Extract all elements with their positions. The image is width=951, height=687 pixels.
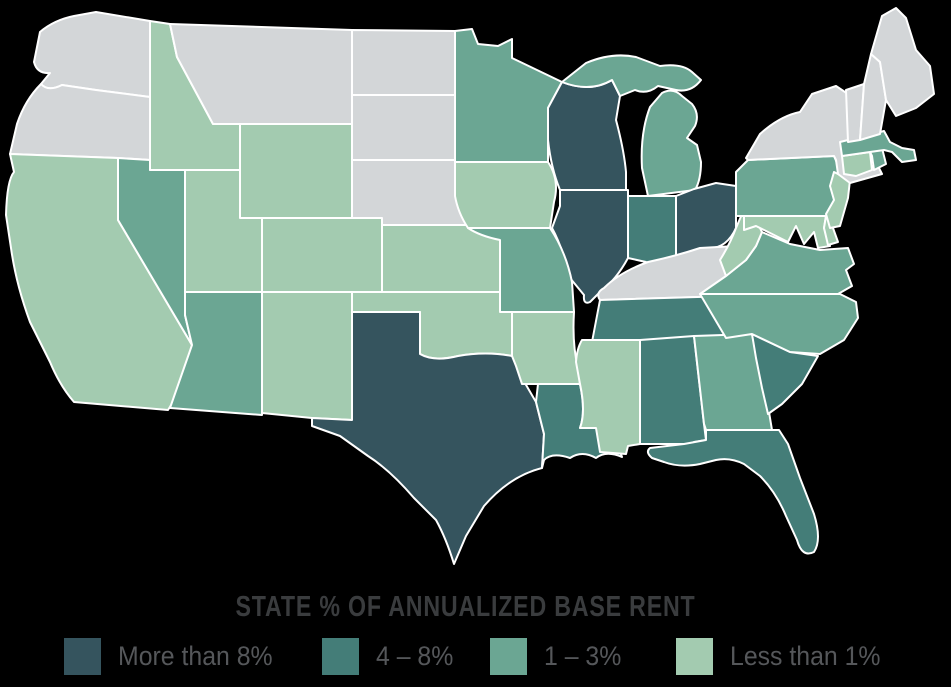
legend-item-4-8: 4 – 8%	[322, 638, 460, 675]
legend-label: Less than 1%	[730, 641, 881, 671]
chart-title: STATE % OF ANNUALIZED BASE RENT	[0, 591, 931, 624]
state-sd	[351, 94, 459, 161]
state-fl	[646, 429, 819, 555]
state-nd	[351, 29, 456, 96]
chart-title-text: STATE % OF ANNUALIZED BASE RENT	[235, 591, 696, 623]
state-ms	[575, 339, 641, 455]
state-pa	[735, 155, 841, 217]
state-nc	[699, 293, 859, 355]
legend-label: More than 8%	[118, 641, 273, 671]
legend-swatch-1-3	[490, 638, 527, 675]
legend-swatch-4-8	[322, 638, 359, 675]
state-mn	[454, 28, 563, 163]
state-or	[9, 83, 151, 161]
state-wy	[239, 123, 353, 219]
state-ky	[597, 245, 737, 301]
state-tx	[311, 311, 545, 565]
state-ar	[511, 311, 581, 385]
legend-label: 4 – 8%	[376, 641, 454, 671]
state-ca	[5, 153, 193, 411]
state-nj	[825, 171, 851, 229]
state-nm	[261, 291, 353, 421]
state-mi	[561, 54, 702, 197]
state-ia	[454, 161, 557, 229]
legend-label: 1 – 3%	[544, 641, 622, 671]
state-wa	[33, 11, 151, 98]
legend: More than 8% 4 – 8% 1 – 3% Less than 1%	[0, 638, 951, 687]
legend-item-more-than-8: More than 8%	[64, 638, 286, 675]
states-group	[5, 7, 935, 565]
us-map	[5, 7, 935, 565]
state-co	[261, 217, 383, 293]
state-wi	[547, 79, 627, 191]
legend-swatch-less-than-1	[676, 638, 713, 675]
legend-swatch-more-than-8	[64, 638, 101, 675]
us-map-svg	[5, 7, 935, 565]
state-me	[870, 7, 935, 117]
legend-item-1-3: 1 – 3%	[490, 638, 628, 675]
legend-item-less-than-1: Less than 1%	[676, 638, 894, 675]
